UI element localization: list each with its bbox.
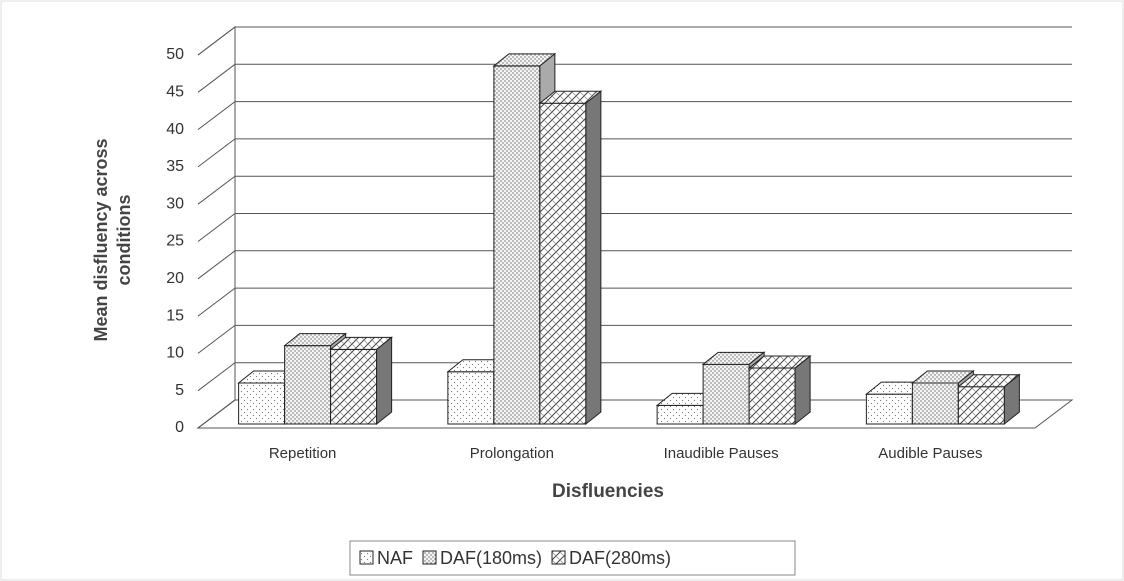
bar-side — [585, 90, 602, 426]
y-tick-label: 35 — [166, 158, 184, 175]
grid-line — [197, 26, 1072, 56]
bar-side — [1003, 373, 1020, 426]
bar — [284, 345, 332, 425]
legend-label: DAF(280ms) — [569, 548, 671, 568]
x-axis-title: Disfluencies — [552, 481, 664, 502]
bar — [865, 393, 913, 425]
grid-line — [197, 101, 1072, 130]
bar — [957, 386, 1005, 425]
grid-line — [197, 250, 1072, 280]
grid-line — [197, 213, 1072, 242]
legend-label: NAF — [377, 548, 413, 568]
y-tick-label: 25 — [166, 233, 184, 250]
x-tick-label: Audible Pauses — [878, 445, 982, 462]
x-tick-label: Inaudible Pauses — [664, 445, 779, 462]
y-tick-label: 50 — [166, 46, 184, 63]
y-axis-title: conditions — [114, 195, 134, 286]
grid-line — [197, 324, 1072, 354]
bar — [330, 348, 378, 425]
y-axis-title: Mean disfluency across — [91, 138, 111, 341]
x-tick-label: Repetition — [269, 445, 337, 462]
bar — [539, 102, 587, 425]
y-tick-label: 0 — [175, 419, 184, 436]
bar-side — [376, 336, 393, 426]
legend-swatch — [359, 550, 374, 565]
bar — [493, 65, 541, 425]
legend-swatch — [551, 550, 566, 565]
y-tick-label: 45 — [166, 84, 184, 101]
y-tick-label: 20 — [166, 270, 184, 287]
y-tick-label: 5 — [175, 382, 184, 399]
y-tick-label: 15 — [166, 307, 184, 324]
legend-swatch — [422, 550, 437, 565]
legend-label: DAF(180ms) — [440, 548, 542, 568]
grid-line — [197, 63, 1072, 93]
y-tick-label: 30 — [166, 195, 184, 212]
bar-side — [794, 355, 811, 426]
bar — [656, 404, 704, 425]
x-tick-label: Prolongation — [470, 445, 554, 462]
grid-line — [197, 175, 1072, 205]
y-tick-label: 40 — [166, 121, 184, 138]
y-tick-label: 10 — [166, 345, 184, 362]
bar — [702, 363, 750, 425]
grid-line — [197, 138, 1072, 168]
bar — [748, 367, 796, 425]
grid-line — [197, 287, 1072, 317]
bar — [911, 382, 959, 425]
bar — [447, 371, 495, 425]
bar — [238, 382, 286, 425]
